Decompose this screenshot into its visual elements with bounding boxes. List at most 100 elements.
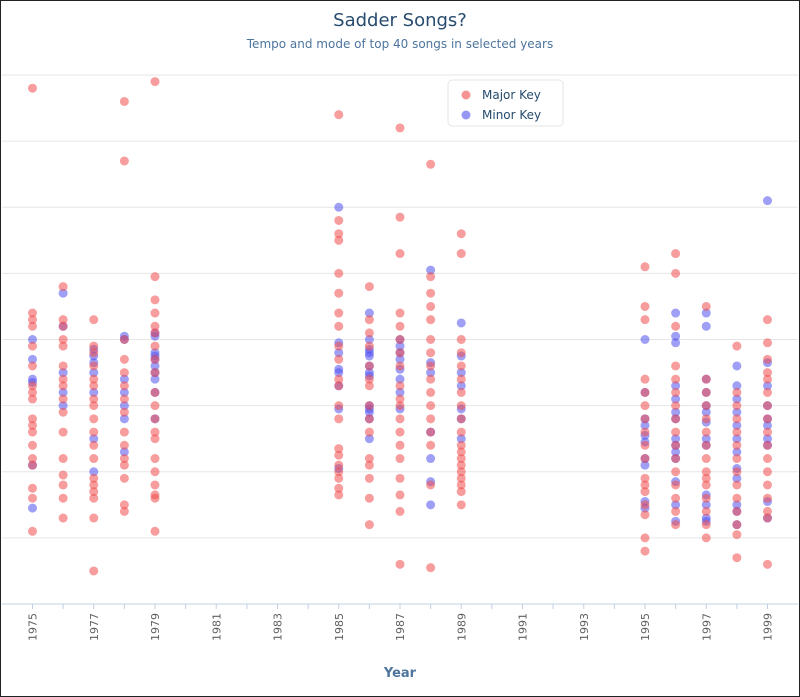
major-key-point xyxy=(150,401,160,411)
major-key-point xyxy=(119,473,129,483)
minor-key-point xyxy=(640,420,650,430)
major-key-point xyxy=(426,414,436,424)
minor-key-point xyxy=(732,420,742,430)
major-key-point xyxy=(456,460,466,470)
major-key-point xyxy=(763,467,772,477)
major-key-point xyxy=(334,381,344,391)
minor-key-point xyxy=(732,473,742,483)
major-key-point xyxy=(671,414,681,424)
x-tick-label: 1989 xyxy=(455,613,468,641)
major-key-point xyxy=(671,387,681,397)
major-key-point xyxy=(89,381,99,391)
major-key-point xyxy=(150,480,160,490)
minor-key-point xyxy=(426,368,436,378)
major-key-point xyxy=(395,348,405,358)
major-key-point xyxy=(119,394,129,404)
major-key-point xyxy=(640,414,650,424)
major-key-point xyxy=(150,328,160,338)
major-key-point xyxy=(28,493,37,503)
minor-key-point xyxy=(763,420,772,430)
major-key-point xyxy=(334,374,344,384)
major-key-point xyxy=(58,361,68,371)
major-key-point xyxy=(89,394,99,404)
minor-key-point xyxy=(640,460,650,470)
major-key-point xyxy=(640,427,650,437)
major-key-point xyxy=(732,480,742,490)
minor-key-point xyxy=(732,381,742,391)
major-key-point xyxy=(395,559,405,569)
major-key-point xyxy=(28,308,37,318)
major-key-point xyxy=(456,440,466,450)
minor-key-point xyxy=(426,265,436,275)
minor-key-point xyxy=(456,368,466,378)
major-key-point xyxy=(640,473,650,483)
minor-key-point xyxy=(701,500,711,510)
major-key-point xyxy=(456,401,466,411)
minor-key-point xyxy=(671,338,681,348)
minor-key-point xyxy=(28,503,37,513)
major-key-point xyxy=(732,467,742,477)
major-key-point xyxy=(58,407,68,417)
minor-key-point xyxy=(456,381,466,391)
major-key-point xyxy=(426,387,436,397)
major-key-point xyxy=(701,467,711,477)
major-key-point xyxy=(150,387,160,397)
major-key-point xyxy=(119,500,129,510)
minor-key-point xyxy=(364,351,374,361)
major-key-point xyxy=(58,480,68,490)
major-key-point xyxy=(456,454,466,464)
major-key-point xyxy=(732,520,742,530)
x-tick-label: 1993 xyxy=(578,613,591,641)
x-tick-label: 1983 xyxy=(272,613,285,641)
major-key-point xyxy=(28,483,37,493)
major-key-point xyxy=(640,510,650,520)
major-key-point xyxy=(456,500,466,510)
x-tick-label: 1985 xyxy=(333,613,346,641)
major-key-point xyxy=(732,341,742,351)
major-key-point xyxy=(150,321,160,331)
minor-key-point xyxy=(763,196,772,206)
major-key-point xyxy=(640,315,650,325)
major-key-point xyxy=(89,315,99,325)
major-key-point xyxy=(334,354,344,364)
major-key-point xyxy=(732,414,742,424)
major-key-point xyxy=(456,374,466,384)
minor-key-point xyxy=(334,348,344,358)
major-key-point xyxy=(58,454,68,464)
major-key-point xyxy=(89,566,99,576)
major-key-point xyxy=(456,335,466,344)
major-key-point xyxy=(395,308,405,318)
major-key-point xyxy=(150,308,160,318)
major-key-point xyxy=(364,520,374,530)
major-key-point xyxy=(28,427,37,437)
minor-key-point xyxy=(671,381,681,391)
minor-key-point xyxy=(58,288,68,298)
major-key-point xyxy=(671,454,681,464)
major-key-point xyxy=(426,361,436,371)
major-key-point xyxy=(395,123,405,133)
major-key-point xyxy=(456,361,466,371)
legend-box xyxy=(447,79,564,127)
major-key-point xyxy=(640,387,650,397)
major-key-point xyxy=(763,559,772,569)
major-key-point xyxy=(732,530,742,540)
major-key-point xyxy=(671,493,681,503)
minor-key-point xyxy=(395,387,405,397)
major-key-point xyxy=(701,387,711,397)
major-key-point xyxy=(763,427,772,437)
legend-minor-label: Minor Key xyxy=(482,108,541,122)
major-key-point xyxy=(150,341,160,351)
x-tick-label: 1997 xyxy=(700,613,713,641)
minor-key-point xyxy=(28,354,37,364)
major-key-point xyxy=(334,490,344,500)
major-key-point xyxy=(89,374,99,384)
major-key-point xyxy=(456,249,466,259)
major-key-point xyxy=(395,361,405,371)
major-key-point xyxy=(732,506,742,516)
major-key-point xyxy=(456,473,466,483)
minor-key-point xyxy=(119,414,129,424)
major-key-point xyxy=(456,467,466,477)
major-key-point xyxy=(58,470,68,480)
major-key-point xyxy=(732,454,742,464)
